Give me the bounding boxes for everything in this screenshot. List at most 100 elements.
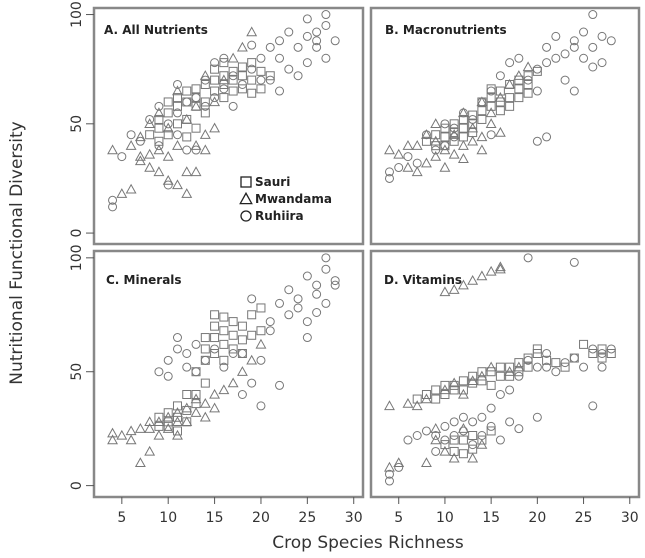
- point-ruhiira-panel-a: [172, 108, 182, 118]
- point-mwandama-panel-c: [246, 354, 258, 365]
- point-sauri-panel-a: [228, 75, 238, 85]
- point-mwandama-panel-b: [494, 91, 506, 102]
- point-sauri-panel-d: [505, 371, 515, 381]
- legend: Sauri Mwandama Ruhiira: [239, 175, 332, 223]
- point-mwandama-panel-d: [439, 445, 451, 456]
- point-mwandama-panel-a: [236, 41, 248, 52]
- point-ruhiira-panel-c: [312, 289, 322, 299]
- point-ruhiira-panel-d: [588, 401, 598, 411]
- point-ruhiira-panel-a: [163, 119, 173, 129]
- point-ruhiira-panel-b: [569, 42, 579, 52]
- point-mwandama-panel-d: [485, 361, 497, 372]
- point-sauri-panel-a: [210, 64, 220, 74]
- point-sauri-panel-d: [431, 394, 441, 404]
- point-ruhiira-panel-d: [421, 426, 431, 436]
- point-sauri-panel-d: [458, 435, 468, 445]
- point-mwandama-panel-b: [494, 126, 506, 137]
- point-sauri-panel-d: [458, 376, 468, 386]
- point-mwandama-panel-d: [430, 423, 442, 433]
- point-ruhiira-panel-a: [256, 75, 266, 85]
- point-ruhiira-panel-b: [597, 58, 607, 68]
- panel-c-frame: [92, 249, 365, 499]
- point-ruhiira-panel-a: [200, 75, 210, 85]
- point-ruhiira-panel-c: [284, 310, 294, 320]
- point-ruhiira-panel-a: [191, 93, 201, 103]
- point-sauri-panel-d: [495, 362, 505, 372]
- point-sauri-panel-d: [477, 376, 487, 386]
- point-mwandama-panel-c: [144, 423, 156, 433]
- point-mwandama-panel-b: [384, 144, 395, 155]
- point-sauri-panel-b: [468, 110, 478, 120]
- point-mwandama-panel-a: [144, 148, 156, 159]
- point-sauri-panel-b: [477, 114, 487, 124]
- point-sauri-panel-c: [154, 412, 164, 422]
- x-tick-label: 25: [298, 510, 316, 526]
- point-sauri-panel-b: [514, 93, 524, 103]
- point-ruhiira-panel-c: [302, 333, 312, 343]
- point-mwandama-panel-a: [107, 144, 119, 155]
- panel-d-frame: [369, 249, 641, 499]
- point-mwandama-panel-d: [439, 384, 451, 395]
- point-ruhiira-panel-a: [265, 42, 275, 52]
- point-sauri-panel-b: [486, 101, 496, 111]
- point-mwandama-panel-d: [467, 274, 479, 285]
- point-ruhiira-panel-b: [532, 64, 542, 74]
- point-mwandama-panel-a: [153, 144, 165, 155]
- y-tick-label: 50: [69, 115, 85, 133]
- point-sauri-panel-b: [495, 86, 505, 96]
- point-ruhiira-panel-b: [606, 36, 616, 46]
- point-ruhiira-panel-c: [172, 333, 182, 343]
- point-ruhiira-panel-c: [191, 339, 201, 349]
- point-sauri-panel-a: [210, 75, 220, 85]
- point-mwandama-panel-c: [181, 416, 193, 427]
- point-sauri-panel-d: [449, 446, 459, 456]
- point-ruhiira-panel-c: [182, 349, 192, 358]
- point-sauri-panel-d: [421, 390, 431, 399]
- point-sauri-panel-d: [477, 435, 487, 445]
- point-ruhiira-panel-d: [523, 355, 533, 365]
- point-ruhiira-panel-a: [145, 114, 155, 124]
- point-sauri-panel-d: [597, 353, 607, 363]
- point-ruhiira-panel-d: [579, 362, 589, 372]
- point-ruhiira-panel-c: [312, 308, 322, 317]
- point-ruhiira-panel-c: [182, 362, 192, 372]
- point-ruhiira-panel-d: [486, 403, 496, 413]
- point-ruhiira-panel-c: [256, 355, 266, 365]
- point-ruhiira-panel-a: [256, 53, 266, 63]
- point-ruhiira-panel-a: [237, 79, 247, 89]
- point-sauri-panel-b: [421, 136, 431, 146]
- point-mwandama-panel-d: [411, 400, 423, 411]
- point-ruhiira-panel-a: [265, 75, 275, 85]
- point-mwandama-panel-b: [448, 148, 460, 159]
- point-ruhiira-panel-a: [275, 36, 285, 46]
- point-mwandama-panel-d: [430, 434, 442, 445]
- point-ruhiira-panel-b: [569, 86, 579, 96]
- point-mwandama-panel-d: [476, 370, 488, 381]
- point-mwandama-panel-c: [199, 397, 211, 408]
- point-ruhiira-panel-a: [154, 101, 164, 111]
- point-ruhiira-panel-b: [449, 132, 459, 142]
- point-sauri-panel-a: [247, 88, 257, 98]
- point-ruhiira-panel-a: [330, 36, 340, 46]
- point-ruhiira-panel-b: [542, 58, 552, 68]
- point-sauri-panel-d: [486, 426, 496, 436]
- point-ruhiira-panel-c: [284, 285, 294, 295]
- point-ruhiira-panel-b: [542, 132, 552, 142]
- point-ruhiira-panel-b: [458, 108, 468, 118]
- point-sauri-panel-d: [449, 435, 459, 445]
- point-mwandama-panel-d: [457, 279, 469, 290]
- point-mwandama-panel-c: [134, 457, 146, 468]
- point-sauri-panel-a: [182, 132, 192, 142]
- panel-b-title: B. Macronutrients: [385, 23, 507, 37]
- point-sauri-panel-b: [468, 119, 478, 129]
- point-ruhiira-panel-c: [321, 264, 331, 274]
- point-ruhiira-panel-b: [551, 31, 561, 41]
- y-axis-title: Nutritional Functional Diversity: [7, 121, 27, 384]
- point-ruhiira-panel-b: [588, 62, 598, 72]
- point-ruhiira-panel-d: [412, 431, 422, 440]
- point-sauri-panel-a: [265, 71, 275, 81]
- point-mwandama-panel-b: [467, 122, 479, 133]
- point-ruhiira-panel-b: [505, 58, 515, 68]
- point-sauri-panel-d: [468, 431, 478, 440]
- point-mwandama-panel-d: [476, 270, 488, 281]
